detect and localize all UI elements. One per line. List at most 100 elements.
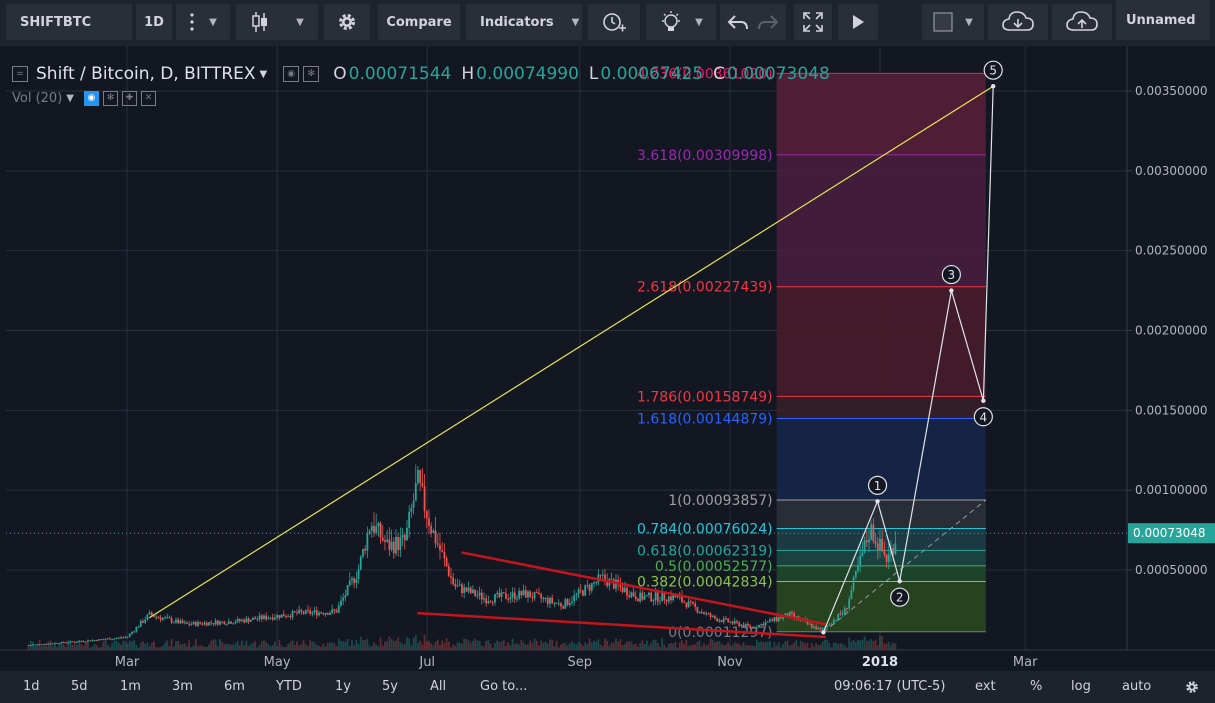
save-chart-button[interactable] xyxy=(1052,4,1112,40)
volume-bar xyxy=(87,640,89,650)
candle-body xyxy=(758,624,760,628)
volume-bar xyxy=(586,643,589,650)
range-1y[interactable]: 1y xyxy=(335,679,351,694)
range-all[interactable]: All xyxy=(430,679,447,694)
eye-icon[interactable]: ◉ xyxy=(283,66,300,82)
interval-menu-button[interactable]: ▼ xyxy=(176,4,230,40)
settings-button[interactable] xyxy=(324,4,370,40)
time-axis[interactable]: Mar May Jul Sep Nov 2018 Mar xyxy=(0,649,1215,670)
percent-toggle[interactable]: % xyxy=(1030,679,1043,694)
candle-body xyxy=(507,598,510,600)
symbol-search-button[interactable]: SHIFTBTC xyxy=(6,4,132,40)
volume-bar xyxy=(802,642,804,650)
goto-button[interactable]: Go to... xyxy=(480,679,528,694)
volume-bar xyxy=(225,643,228,650)
candle-body xyxy=(685,602,688,608)
fibonacci-extension[interactable]: 0(0.00011297)0.382(0.00042834)0.5(0.0005… xyxy=(637,66,986,641)
volume-bar xyxy=(498,641,501,650)
support-line-yellow xyxy=(148,85,994,619)
volume-bar xyxy=(153,641,155,650)
wave-point xyxy=(981,398,986,403)
candle-body xyxy=(751,627,754,629)
fib-level-label: 0.382(0.00042834) xyxy=(637,574,773,590)
chevron-down-icon[interactable]: ▼ xyxy=(259,68,268,80)
volume-bar xyxy=(835,642,837,650)
candle-body xyxy=(164,617,166,619)
candle-body xyxy=(780,617,782,619)
volume-bar xyxy=(161,645,164,650)
alert-button[interactable] xyxy=(588,4,640,40)
volume-bar xyxy=(276,646,279,650)
cloud-upload-icon xyxy=(1066,11,1098,31)
price-chart[interactable]: 0(0.00011297)0.382(0.00042834)0.5(0.0005… xyxy=(0,46,1215,671)
open-value: 0.00071544 xyxy=(348,64,452,84)
volume-bar xyxy=(155,647,158,650)
elliott-waves[interactable]: 1 2 3 4 5 xyxy=(821,60,1003,635)
gear-icon[interactable] xyxy=(1184,671,1200,703)
redo-icon[interactable] xyxy=(757,13,779,31)
candle-body xyxy=(157,616,160,618)
candle-body xyxy=(764,622,767,626)
candle-body xyxy=(278,615,281,618)
price-axis[interactable]: 0.00050000 0.00100000 0.00150000 0.00200000… xyxy=(6,46,1215,671)
fullscreen-button[interactable] xyxy=(794,4,832,40)
load-chart-button[interactable] xyxy=(988,4,1048,40)
auto-toggle[interactable]: auto xyxy=(1122,679,1152,694)
volume-bar xyxy=(216,646,219,650)
range-3m[interactable]: 3m xyxy=(172,679,193,694)
candle-body xyxy=(553,602,556,604)
candle-body xyxy=(168,617,171,619)
undo-icon[interactable] xyxy=(727,13,749,31)
candle-body xyxy=(210,622,213,624)
volume-bar xyxy=(241,640,243,650)
fib-level-label: 0.5(0.00052577) xyxy=(655,559,773,575)
chevron-down-icon[interactable]: ▼ xyxy=(66,93,74,104)
volume-bar xyxy=(597,639,600,650)
candle-body xyxy=(368,530,371,534)
candle-body xyxy=(881,538,884,551)
candle-body xyxy=(656,592,659,602)
compare-button[interactable]: Compare xyxy=(378,4,460,40)
clock-readout[interactable]: 09:06:17 (UTC-5) xyxy=(834,679,946,694)
price-tick-label: 0.00150000 xyxy=(1135,403,1208,417)
volume-bar xyxy=(43,645,45,650)
eye-icon[interactable]: ◉ xyxy=(83,91,99,106)
interval-button[interactable]: 1D xyxy=(136,4,172,40)
candle-body xyxy=(232,623,235,625)
candle-body xyxy=(203,622,206,625)
replay-button[interactable] xyxy=(838,4,878,40)
volume-bar xyxy=(104,640,107,650)
range-5d[interactable]: 5d xyxy=(71,679,88,694)
candle-body xyxy=(148,612,151,615)
trendlines[interactable] xyxy=(148,85,994,639)
ideas-button[interactable]: ▼ xyxy=(646,4,716,40)
volume-bar xyxy=(432,645,435,650)
log-toggle[interactable]: log xyxy=(1071,679,1091,694)
volume-bar xyxy=(692,644,694,650)
volume-bar xyxy=(190,647,193,650)
range-6m[interactable]: 6m xyxy=(224,679,245,694)
volume-bar xyxy=(502,640,505,650)
move-icon[interactable]: ✚ xyxy=(121,91,137,106)
volume-bar xyxy=(170,638,173,650)
layout-name-button[interactable]: Unnamed xyxy=(1116,0,1210,40)
gear-icon[interactable]: ✻ xyxy=(102,91,118,106)
candle-body xyxy=(568,602,571,605)
range-5y[interactable]: 5y xyxy=(382,679,398,694)
indicators-button[interactable]: Indicators ▼ xyxy=(466,4,582,40)
candle-body xyxy=(89,640,92,642)
drawing-style-button[interactable]: ▼ xyxy=(922,4,984,40)
gear-icon[interactable]: ✻ xyxy=(303,66,320,82)
close-icon[interactable]: ✕ xyxy=(140,91,156,106)
chart-type-button[interactable]: ▼ xyxy=(236,4,318,40)
volume-bar xyxy=(500,641,503,650)
volume-bar xyxy=(610,642,613,650)
range-1d[interactable]: 1d xyxy=(23,679,40,694)
ext-toggle[interactable]: ext xyxy=(975,679,996,694)
candle-body xyxy=(397,536,400,551)
chevron-down-icon: ▼ xyxy=(209,16,217,28)
volume-bar xyxy=(183,643,186,650)
collapse-icon[interactable]: = xyxy=(12,66,28,82)
range-1m[interactable]: 1m xyxy=(120,679,141,694)
range-ytd[interactable]: YTD xyxy=(276,679,302,694)
